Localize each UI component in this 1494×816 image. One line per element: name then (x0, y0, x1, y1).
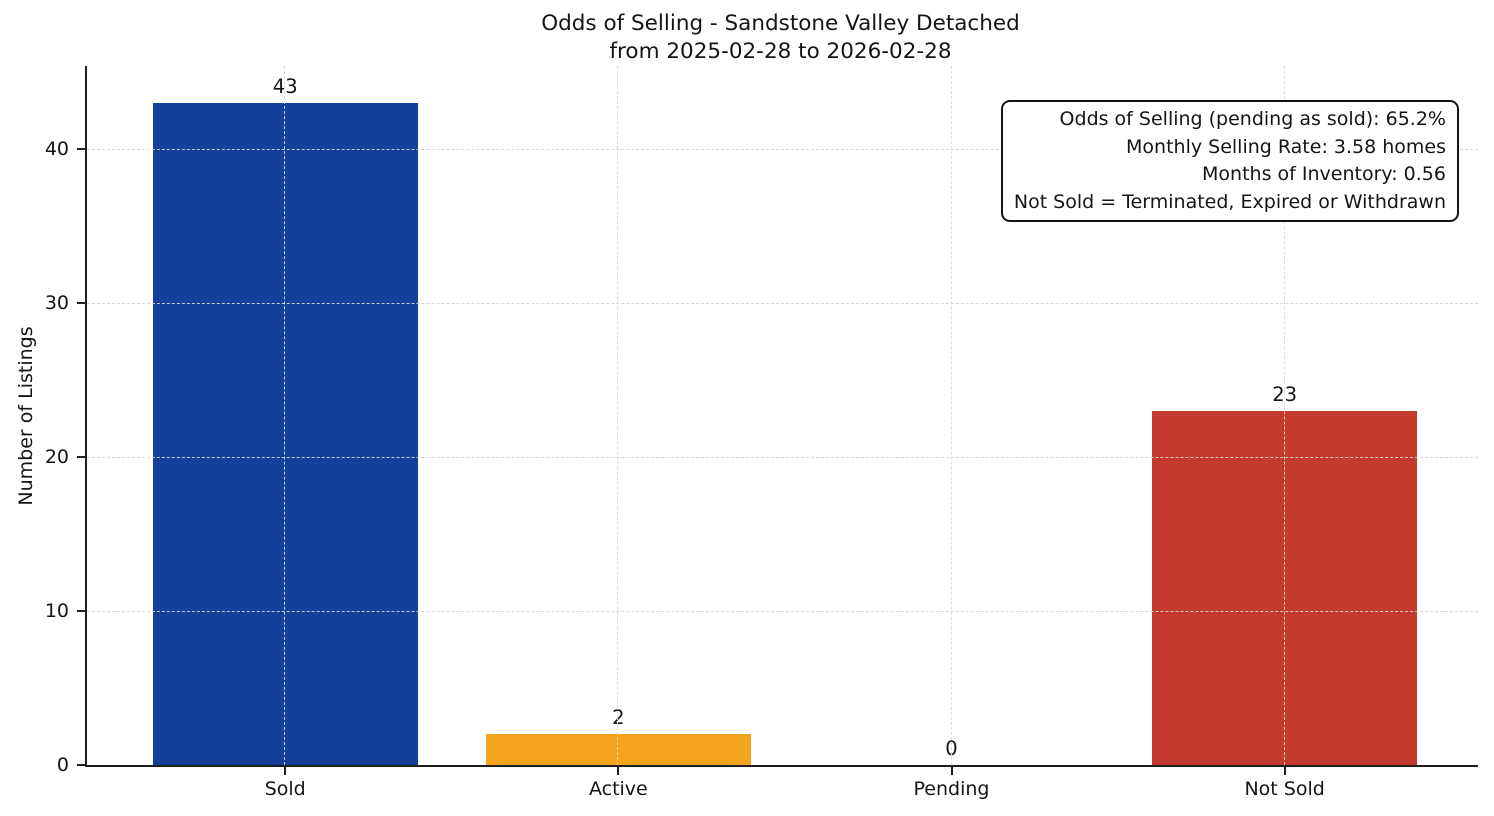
y-axis-label: Number of Listings (15, 326, 37, 506)
y-axis-tick-label-40: 40 (44, 138, 69, 161)
y-axis-tick-0 (77, 764, 85, 766)
bar-value-label-active: 2 (612, 706, 625, 730)
horizontal-gridline-30 (87, 303, 1478, 305)
stats-line-odds-of-selling: Odds of Selling (pending as sold): 65.2% (1059, 108, 1446, 130)
horizontal-gridline-10 (87, 611, 1478, 613)
y-axis-tick-label-20: 20 (44, 446, 69, 469)
bar-value-label-pending: 0 (945, 737, 958, 760)
stats-line-months-of-inventory: Months of Inventory: 0.56 (1202, 163, 1446, 185)
x-axis-tick-label-active: Active (588, 778, 648, 800)
x-axis-tick-sold (284, 767, 287, 775)
stats-line-monthly-selling-rate: Monthly Selling Rate: 3.58 homes (1126, 135, 1446, 158)
y-axis-tick-label-30: 30 (44, 292, 69, 315)
plot-area: 43 Sold 2 Active 0 Pending 23 Not Sold 0 10 20 30 40 (45, 66, 1478, 800)
vertical-gridline-not-sold (1283, 66, 1285, 765)
x-axis-tick-pending (950, 767, 953, 775)
y-axis-tick-40 (77, 148, 85, 151)
bar-value-label-sold: 43 (272, 74, 298, 98)
y-axis-tick-label-10: 10 (44, 600, 69, 623)
stats-line-not-sold-definition: Not Sold = Terminated, Expired or Withdr… (1013, 190, 1446, 213)
bar-not-sold (1152, 410, 1418, 765)
x-axis-tick-label-not-sold: Not Sold (1244, 778, 1325, 800)
x-axis-tick-not-sold (1283, 767, 1286, 775)
y-axis-tick-30 (77, 302, 85, 305)
chart-subtitle: from 2025-02-28 to 2026-02-28 (609, 39, 952, 64)
stats-box: Odds of Selling (pending as sold): 65.2%… (1000, 100, 1459, 222)
y-axis-tick-10 (77, 610, 85, 613)
chart-title: Odds of Selling - Sandstone Valley Detac… (541, 11, 1020, 36)
y-axis-tick-20 (77, 456, 85, 459)
horizontal-gridline-40 (87, 149, 1478, 151)
vertical-gridline-pending (950, 66, 952, 765)
vertical-gridline-sold (284, 66, 286, 765)
x-axis-tick-label-pending: Pending (913, 778, 990, 800)
horizontal-gridline-20 (87, 457, 1478, 459)
bar-sold (152, 102, 418, 765)
y-axis-tick-label-0: 0 (56, 754, 69, 776)
vertical-gridline-active (617, 66, 619, 765)
x-axis-tick-active (617, 767, 620, 775)
x-axis-tick-label-sold: Sold (264, 778, 306, 800)
bar-value-label-not-sold: 23 (1272, 382, 1298, 406)
